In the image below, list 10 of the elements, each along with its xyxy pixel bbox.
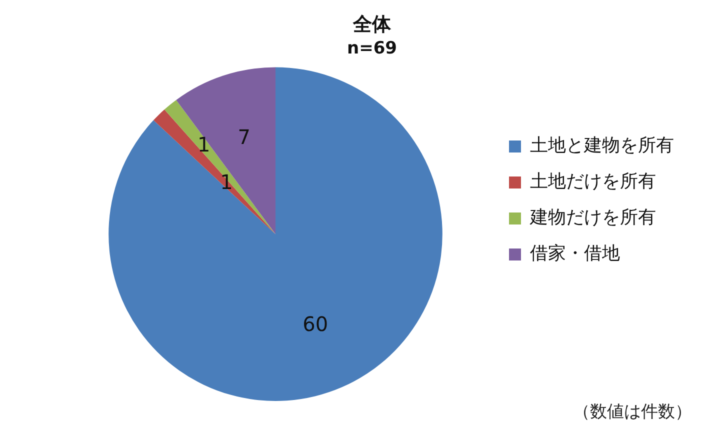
legend-label: 借家・借地 (530, 243, 620, 264)
chart-title: 全体 (352, 13, 392, 36)
data-label: 60 (302, 312, 328, 336)
chart-subtitle: n=69 (346, 38, 398, 58)
text: （数値は件数） (573, 401, 692, 423)
data-label: 7 (238, 125, 250, 150)
data-label: 1 (198, 132, 210, 156)
legend-label: 土地だけを所有 (530, 171, 656, 192)
legend-label: 土地と建物を所有 (530, 135, 674, 156)
legend-label: 建物だけを所有 (529, 207, 656, 228)
